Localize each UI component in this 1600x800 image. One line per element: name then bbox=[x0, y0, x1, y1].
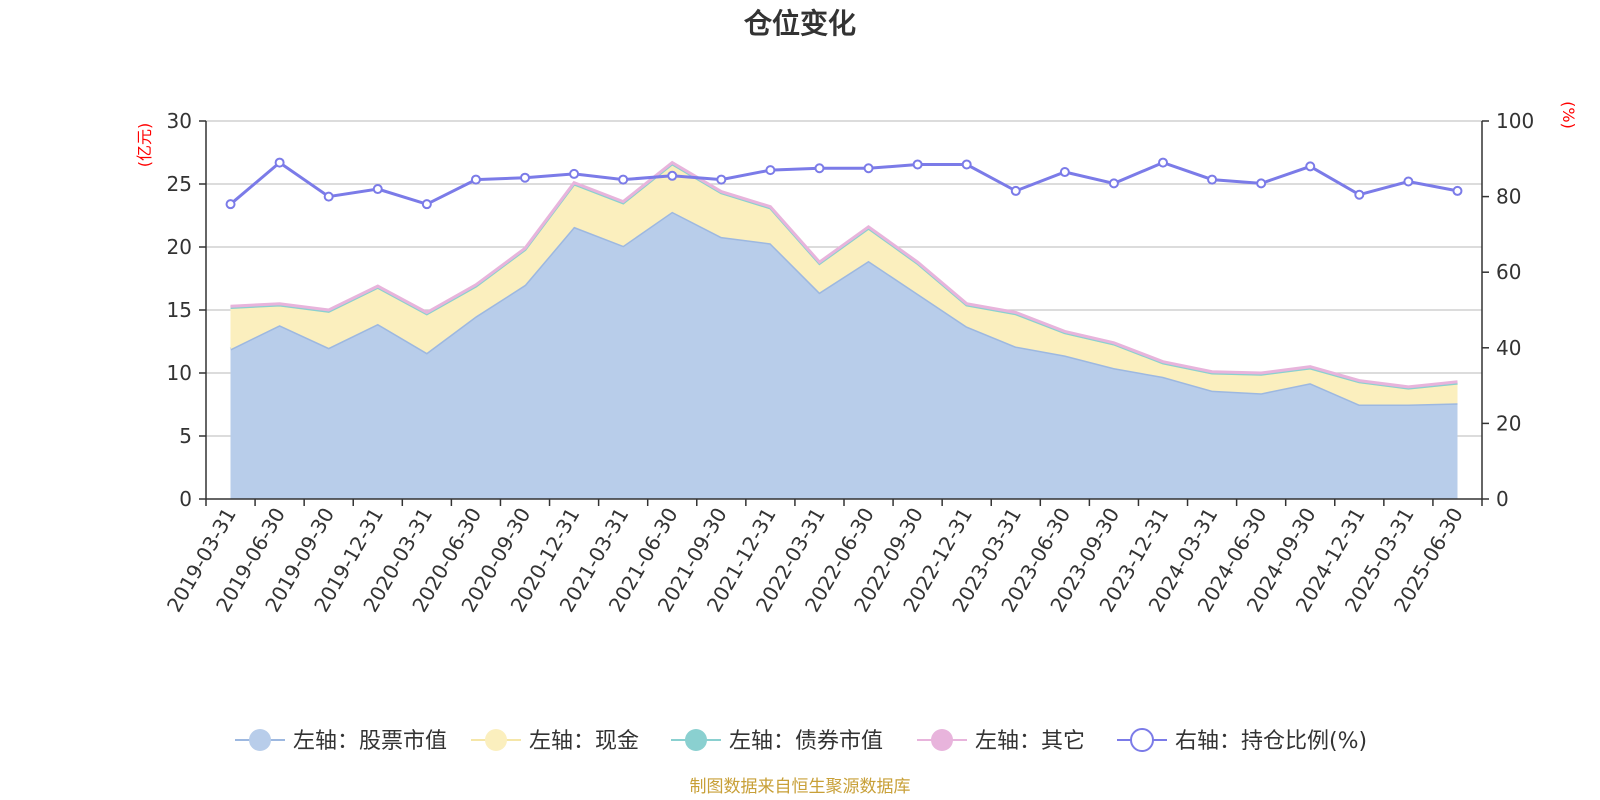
ratio-point bbox=[274, 157, 285, 168]
legend-symbol bbox=[685, 729, 707, 751]
ratio-point bbox=[1059, 167, 1070, 178]
legend-symbol bbox=[1130, 728, 1154, 752]
ratio-point bbox=[470, 174, 481, 185]
left-axis-tick-label: 30 bbox=[167, 109, 192, 133]
left-axis-tick-label: 20 bbox=[167, 235, 192, 259]
ratio-point bbox=[372, 184, 383, 195]
legend-label: 左轴：股票市值 bbox=[293, 729, 447, 754]
right-axis-tick-label: 60 bbox=[1496, 260, 1521, 284]
legend-item: 左轴：其它 bbox=[917, 729, 1085, 754]
legend-symbol bbox=[249, 729, 271, 751]
legend-label: 左轴：其它 bbox=[975, 729, 1085, 754]
ratio-point bbox=[1207, 174, 1218, 185]
ratio-line bbox=[229, 160, 1458, 206]
right-axis-tick-label: 0 bbox=[1496, 487, 1509, 511]
ratio-point bbox=[716, 174, 727, 185]
ratio-line-layer bbox=[225, 157, 1463, 210]
ratio-point bbox=[912, 159, 923, 170]
legend-item: 左轴：股票市值 bbox=[235, 729, 447, 754]
ratio-point bbox=[520, 172, 530, 183]
right-axis-tick-label: 100 bbox=[1496, 109, 1534, 133]
legend-label: 左轴：债券市值 bbox=[729, 729, 883, 754]
right-axis-tick-label: 40 bbox=[1496, 336, 1521, 360]
legend: 左轴：股票市值 左轴：现金 左轴：债券市值 左轴：其它 右轴：持仓比例(%) bbox=[235, 728, 1367, 754]
left-axis-tick-label: 15 bbox=[167, 298, 192, 322]
ratio-point bbox=[323, 191, 334, 202]
left-axis-tick-label: 0 bbox=[179, 487, 192, 511]
left-axis-tick-label: 25 bbox=[167, 172, 192, 196]
chart-title: 仓位变化 bbox=[744, 7, 856, 40]
ratio-point bbox=[1354, 189, 1365, 200]
area-series-1 bbox=[230, 163, 1458, 405]
area-series-0 bbox=[230, 211, 1458, 499]
ratio-point bbox=[765, 165, 776, 176]
ratio-point bbox=[1158, 157, 1168, 168]
ratio-point bbox=[961, 159, 972, 170]
legend-symbol bbox=[485, 729, 507, 751]
data-source-note: 制图数据来自恒生聚源数据库 bbox=[690, 777, 911, 797]
area-layer bbox=[229, 160, 1458, 499]
area-edge-series-3 bbox=[230, 160, 1458, 389]
right-axis-tick-label: 80 bbox=[1496, 185, 1521, 209]
legend-label: 左轴：现金 bbox=[529, 729, 639, 754]
left-axis-unit: (亿元) bbox=[135, 123, 154, 168]
ratio-point bbox=[569, 168, 580, 179]
left-axis-tick-label: 10 bbox=[167, 361, 192, 385]
ratio-point bbox=[618, 174, 629, 185]
ratio-point bbox=[1010, 185, 1021, 196]
right-axis-tick-label: 20 bbox=[1496, 411, 1521, 435]
ratio-point bbox=[667, 170, 678, 181]
ratio-point bbox=[421, 199, 432, 210]
right-axis-unit: (%) bbox=[1559, 101, 1578, 129]
legend-symbol bbox=[931, 729, 953, 751]
ratio-point bbox=[1108, 178, 1119, 189]
legend-item: 左轴：现金 bbox=[471, 729, 639, 754]
legend-item: 右轴：持仓比例(%) bbox=[1117, 728, 1367, 754]
ratio-point bbox=[1256, 178, 1267, 189]
legend-item: 左轴：债券市值 bbox=[671, 729, 883, 754]
ratio-point bbox=[863, 163, 874, 174]
ratio-point bbox=[225, 199, 236, 210]
ratio-point bbox=[814, 163, 825, 174]
left-axis-tick-label: 5 bbox=[179, 424, 192, 448]
ratio-point bbox=[1305, 161, 1316, 172]
ratio-point bbox=[1452, 185, 1463, 196]
legend-label: 右轴：持仓比例(%) bbox=[1175, 729, 1367, 754]
ratio-point bbox=[1403, 176, 1414, 187]
